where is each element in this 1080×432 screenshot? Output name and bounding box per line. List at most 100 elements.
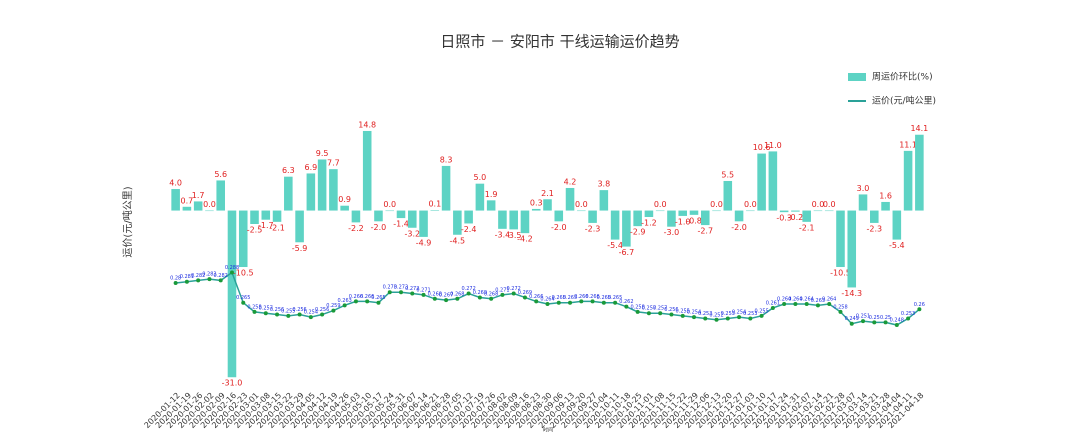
- bar-value-label: -2.3: [866, 224, 882, 233]
- bar: [858, 194, 868, 211]
- bar-value-label: 0.0: [383, 200, 396, 209]
- bar-value-label: 14.1: [910, 124, 928, 133]
- price-value-label: 0.266: [585, 294, 599, 300]
- bar: [689, 210, 699, 215]
- bar-value-label: -5.4: [889, 241, 905, 250]
- bar: [306, 173, 316, 211]
- bar: [509, 210, 518, 230]
- bar-value-label: -0.2: [788, 213, 804, 222]
- bar-value-label: 6.3: [282, 166, 295, 175]
- price-value-label: 0.253: [901, 311, 915, 317]
- bar: [374, 210, 383, 222]
- price-marker: [477, 295, 482, 300]
- bar-value-label: 5.6: [214, 170, 227, 179]
- bar-value-label: 6.9: [304, 163, 317, 172]
- price-marker: [421, 292, 426, 297]
- price-marker: [646, 311, 651, 316]
- bar: [295, 210, 304, 243]
- bar: [340, 205, 349, 211]
- bar-value-label: 0.0: [812, 200, 825, 209]
- bar-value-label: 2.1: [541, 189, 554, 198]
- price-marker: [511, 291, 516, 296]
- price-marker: [669, 312, 674, 317]
- bar: [870, 210, 879, 223]
- price-value-label: 0.249: [845, 316, 859, 322]
- bar: [892, 210, 902, 240]
- price-value-label: 0.256: [664, 307, 678, 313]
- price-marker: [759, 313, 764, 318]
- price-marker: [432, 296, 437, 301]
- bar: [250, 210, 259, 224]
- price-value-label: 0.258: [630, 304, 644, 310]
- price-value-label: 0.254: [687, 310, 701, 316]
- bar: [261, 210, 271, 220]
- bar: [644, 210, 654, 218]
- bar: [453, 210, 462, 235]
- price-value-label: 0.266: [529, 294, 543, 300]
- price-value-label: 0.271: [495, 287, 509, 293]
- bar-value-label: 11.1: [899, 140, 917, 149]
- price-value-label: 0.265: [371, 295, 385, 301]
- bar-value-label: 3.8: [597, 180, 610, 189]
- bar-value-label: -2.9: [630, 228, 646, 237]
- price-value-label: 0.265: [597, 295, 611, 301]
- bar-value-label: -2.0: [551, 223, 567, 232]
- price-value-label: 0.272: [405, 286, 419, 292]
- price-marker: [207, 277, 212, 282]
- price-value-label: 0.272: [461, 286, 475, 292]
- bar: [385, 210, 395, 212]
- bar: [193, 201, 203, 211]
- price-value-label: 0.267: [439, 293, 453, 299]
- bar: [464, 210, 473, 224]
- price-value-label: 0.257: [259, 306, 273, 312]
- bar-value-label: 9.5: [316, 149, 329, 158]
- price-marker: [545, 302, 550, 307]
- bar: [475, 183, 485, 211]
- y-axis-label: 运价(元/吨公里): [121, 186, 134, 257]
- price-value-label: 0.28: [170, 276, 181, 282]
- price-marker: [883, 320, 888, 325]
- bar-value-label: -4.2: [517, 235, 533, 244]
- price-value-label: 0.266: [360, 294, 374, 300]
- price-value-label: 0.253: [698, 311, 712, 317]
- bar: [622, 210, 631, 247]
- price-value-label: 0.253: [721, 311, 735, 317]
- bar-value-label: -6.7: [619, 248, 635, 257]
- price-marker: [331, 308, 336, 313]
- bar-value-label: 1.7: [192, 191, 205, 200]
- price-value-label: 0.264: [777, 297, 791, 303]
- price-value-label: 0.283: [202, 272, 216, 278]
- price-value-label: 0.266: [574, 294, 588, 300]
- price-marker: [534, 299, 539, 304]
- price-value-label: 0.268: [428, 291, 442, 297]
- bar: [746, 210, 755, 212]
- price-value-label: 0.262: [619, 299, 633, 305]
- price-marker: [782, 302, 787, 307]
- price-marker: [906, 316, 911, 321]
- bar-value-label: 11.0: [764, 141, 782, 150]
- price-marker: [579, 299, 584, 304]
- price-marker: [387, 290, 392, 295]
- bar: [171, 189, 180, 211]
- price-value-label: 0.254: [732, 310, 746, 316]
- bar-value-label: -3.4: [495, 230, 511, 239]
- bar-value-label: -1.4: [393, 220, 409, 229]
- bar: [182, 206, 192, 211]
- bar: [554, 210, 564, 222]
- bar-value-label: -3.2: [404, 229, 420, 238]
- bar: [802, 210, 811, 222]
- bar-value-label: 0.1: [428, 200, 441, 209]
- price-marker: [556, 300, 561, 305]
- price-value-label: 0.263: [811, 298, 825, 304]
- price-value-label: 0.256: [270, 307, 284, 313]
- bar-value-label: -3.5: [506, 231, 522, 240]
- bar: [441, 165, 451, 211]
- price-marker: [399, 290, 404, 295]
- bar-value-label: -3.0: [664, 228, 680, 237]
- price-value-label: 0.253: [743, 311, 757, 317]
- price-marker: [275, 312, 280, 317]
- bar-value-label: -0.8: [686, 216, 702, 225]
- bar: [498, 210, 507, 229]
- price-marker: [872, 320, 877, 325]
